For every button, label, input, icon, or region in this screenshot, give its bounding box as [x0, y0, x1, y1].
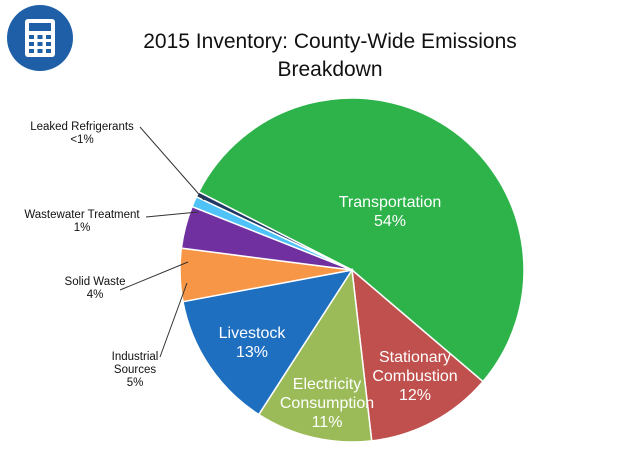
- slice-value-label: 13%: [236, 344, 268, 361]
- slice-label: Solid Waste: [65, 276, 126, 288]
- slice-label: Electricity Consumption: [280, 376, 374, 412]
- slice-value-label: <1%: [70, 134, 93, 146]
- pie-slice: [351, 268, 484, 442]
- slice-label: Industrial Sources: [112, 351, 159, 376]
- pie-slice: [197, 97, 525, 383]
- slice-value-label: 11%: [312, 414, 343, 431]
- leader-line: [145, 211, 199, 218]
- slice-label: Stationary Combustion: [372, 349, 457, 385]
- slice-label: Transportation: [339, 194, 442, 211]
- slice-value-label: 1%: [74, 222, 91, 234]
- slice-value-label: 54%: [374, 213, 406, 230]
- leader-line: [159, 282, 188, 358]
- pie-slice: [182, 268, 354, 416]
- slice-value-label: 12%: [399, 387, 431, 404]
- slice-value-label: 5%: [127, 377, 144, 389]
- calculator-icon: [7, 5, 73, 71]
- slice-label: Livestock: [219, 325, 287, 342]
- slice-label: Leaked Refrigerants: [30, 121, 134, 133]
- slice-label: Wastewater Treatment: [24, 209, 140, 221]
- slice-value-label: 4%: [87, 289, 104, 301]
- chart-title: 2015 Inventory: County-Wide Emissions Bre…: [143, 30, 517, 81]
- leader-line: [139, 126, 205, 201]
- pie-slice: [195, 190, 353, 271]
- leader-line: [119, 261, 189, 291]
- pie-slice: [257, 267, 373, 443]
